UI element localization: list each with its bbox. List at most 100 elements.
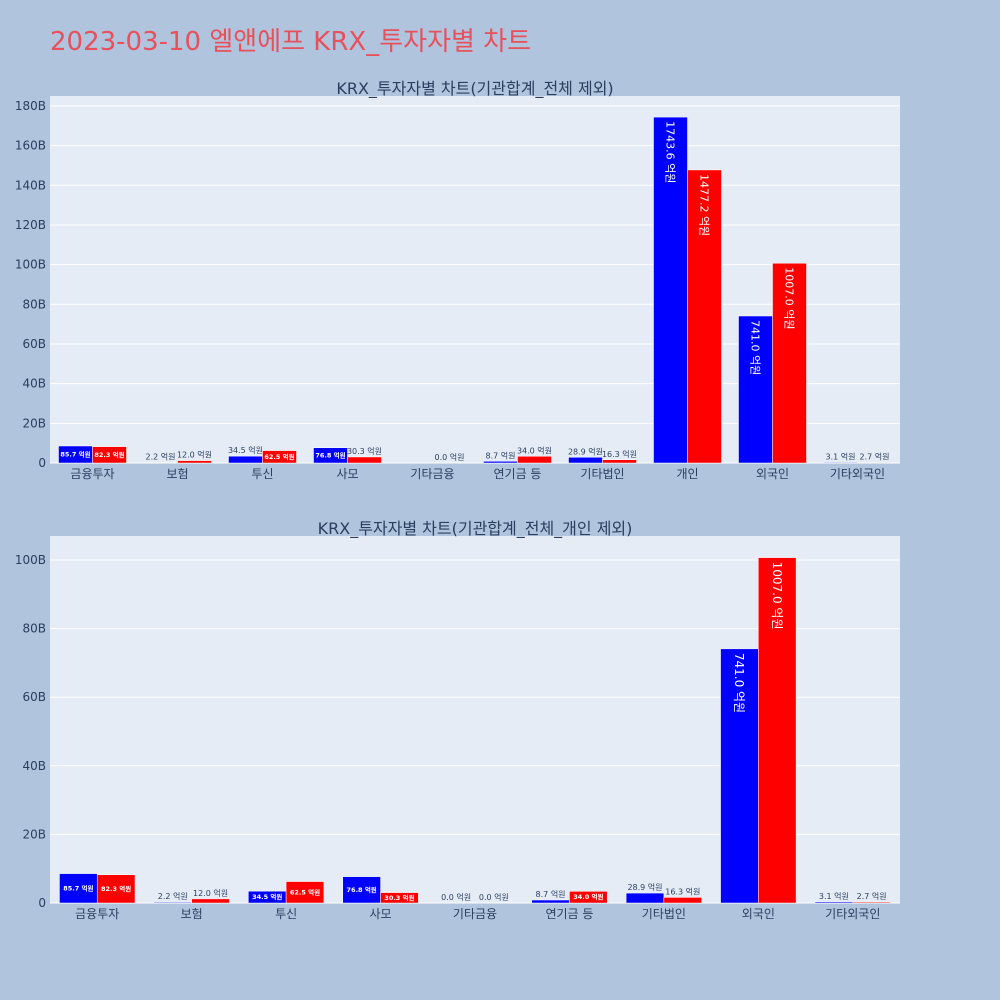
bar-blue: [738, 315, 773, 464]
x-tick-label: 기타법인: [580, 467, 624, 481]
bar-red: [262, 450, 297, 464]
y-tick-label: 0: [38, 896, 46, 910]
x-tick-label: 보험: [181, 907, 203, 921]
bar-value-label: 34.5 억원: [228, 445, 263, 455]
bar-red: [177, 460, 212, 464]
x-tick-label: 외국인: [742, 907, 775, 921]
bar-red: [347, 456, 382, 464]
bar-value-label: 76.8 억원: [347, 885, 377, 894]
bar-red: [663, 897, 702, 904]
bar-value-label: 1477.2 억원: [698, 174, 711, 236]
bar-value-label: 34.0 억원: [573, 892, 603, 901]
bar-value-label: 1743.6 억원: [664, 121, 677, 183]
bar-red: [772, 262, 807, 464]
chart-title: KRX_투자자별 차트(기관합계_전체 제외): [336, 79, 613, 99]
bar-value-label: 0.0 억원: [435, 452, 465, 462]
bar-value-label: 34.5 억원: [252, 892, 282, 901]
bar-value-label: 28.9 억원: [627, 882, 662, 892]
bar-value-label: 62.5 억원: [264, 452, 294, 461]
bar-red: [96, 874, 136, 904]
bar-red: [602, 459, 637, 464]
y-tick-label: 100B: [15, 258, 46, 272]
x-tick-label: 기타금융: [410, 467, 454, 481]
bar-value-label: 85.7 억원: [63, 883, 93, 892]
bar-value-label: 2.7 억원: [857, 891, 887, 901]
bar-value-label: 741.0 억원: [749, 320, 762, 375]
chart-title: KRX_투자자별 차트(기관합계_전체_개인 제외): [318, 519, 633, 539]
bar-blue: [59, 873, 98, 904]
x-tick-label: 기타외국인: [830, 467, 885, 481]
bar-blue: [483, 461, 518, 464]
y-tick-label: 80B: [22, 297, 46, 311]
bar-value-label: 3.1 억원: [826, 451, 856, 461]
bar-value-label: 34.0 억원: [517, 445, 552, 455]
bar-value-label: 82.3 억원: [101, 884, 131, 893]
bar-value-label: 30.3 억원: [384, 893, 414, 902]
y-tick-label: 100B: [15, 553, 46, 567]
y-tick-label: 20B: [22, 827, 46, 841]
x-tick-label: 보험: [166, 467, 188, 481]
bar-blue: [228, 455, 263, 464]
y-tick-label: 40B: [22, 377, 46, 391]
bar-blue: [625, 892, 665, 904]
y-tick-label: 160B: [15, 139, 46, 153]
bar-value-label: 8.7 억원: [486, 450, 516, 460]
bar-blue: [823, 462, 858, 464]
x-tick-label: 금융투자: [70, 467, 114, 481]
bar-blue: [720, 648, 759, 904]
y-tick-label: 60B: [22, 690, 46, 704]
y-tick-label: 180B: [15, 99, 46, 113]
page-title: 2023-03-10 엘앤에프 KRX_투자자별 차트: [50, 27, 531, 57]
bar-red: [517, 456, 552, 464]
bar-blue: [313, 447, 348, 464]
bar-red: [92, 446, 127, 464]
bar-value-label: 1007.0 억원: [770, 562, 784, 630]
x-tick-label: 사모: [370, 907, 392, 921]
y-tick-label: 0: [38, 456, 46, 470]
bar-value-label: 2.2 억원: [146, 452, 176, 462]
bar-value-label: 85.7 억원: [60, 449, 90, 458]
chart-institution-total-excluded: KRX_투자자별 차트(기관합계_전체 제외) 0 20B 40B 60B 80B 100B…: [15, 79, 900, 481]
bar-red: [758, 557, 797, 904]
x-tick-label: 금융투자: [75, 907, 119, 921]
bar-red: [857, 462, 892, 464]
bar-red: [687, 169, 722, 464]
bar-value-label: 82.3 억원: [94, 450, 124, 459]
y-tick-label: 60B: [22, 337, 46, 351]
bar-blue: [531, 899, 570, 904]
y-tick-label: 140B: [15, 178, 46, 192]
x-tick-label: 연기금 등: [494, 467, 542, 481]
chart-institution-individual-excluded: KRX_투자자별 차트(기관합계_전체_개인 제외) 0 20B 40B 60B 80B 1…: [15, 519, 900, 921]
bar-blue: [153, 901, 192, 904]
bar-blue: [814, 901, 854, 904]
x-tick-label: 개인: [676, 467, 698, 481]
y-tick-label: 40B: [22, 759, 46, 773]
bar-value-label: 1007.0 억원: [783, 267, 796, 329]
bar-value-label: 0.0 억원: [441, 892, 471, 902]
x-tick-label: 기타금융: [453, 907, 497, 921]
bar-value-label: 0.0 억원: [479, 892, 509, 902]
bar-blue: [568, 457, 603, 464]
bar-blue: [342, 876, 381, 904]
bar-value-label: 30.3 억원: [347, 446, 382, 456]
bar-value-label: 3.1 억원: [819, 891, 849, 901]
bar-red: [191, 898, 230, 904]
bar-value-label: 741.0 억원: [732, 653, 746, 713]
bar-value-label: 62.5 억원: [290, 887, 320, 896]
x-tick-label: 사모: [336, 467, 358, 481]
bar-red: [285, 881, 325, 904]
bar-value-label: 16.3 억원: [665, 886, 700, 896]
bar-value-label: 8.7 억원: [536, 889, 566, 899]
bar-value-label: 76.8 억원: [315, 450, 345, 459]
bar-red: [569, 891, 608, 904]
x-tick-label: 외국인: [756, 467, 789, 481]
x-tick-label: 연기금 등: [545, 907, 593, 921]
bar-red: [852, 901, 891, 904]
bar-blue: [653, 116, 688, 464]
bar-value-label: 2.7 억원: [860, 451, 890, 461]
bar-value-label: 2.2 억원: [158, 891, 188, 901]
bar-value-label: 16.3 억원: [602, 449, 637, 459]
y-tick-label: 80B: [22, 622, 46, 636]
bar-blue: [143, 462, 178, 464]
